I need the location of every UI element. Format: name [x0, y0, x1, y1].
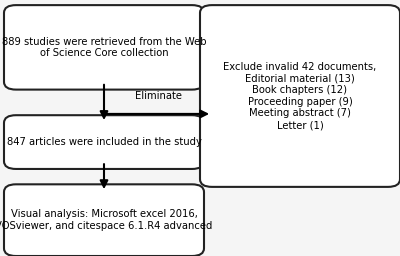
FancyBboxPatch shape	[200, 5, 400, 187]
Text: 847 articles were included in the study: 847 articles were included in the study	[6, 137, 202, 147]
Text: Eliminate: Eliminate	[134, 91, 182, 101]
FancyBboxPatch shape	[4, 184, 204, 256]
FancyBboxPatch shape	[4, 115, 204, 169]
Text: Visual analysis: Microsoft excel 2016,
VOSviewer, and citespace 6.1.R4 advanced: Visual analysis: Microsoft excel 2016, V…	[0, 209, 213, 231]
FancyBboxPatch shape	[4, 5, 204, 90]
Text: Exclude invalid 42 documents,
Editorial material (13)
Book chapters (12)
Proceed: Exclude invalid 42 documents, Editorial …	[223, 62, 377, 130]
Text: 889 studies were retrieved from the Web
of Science Core collection: 889 studies were retrieved from the Web …	[2, 37, 206, 58]
